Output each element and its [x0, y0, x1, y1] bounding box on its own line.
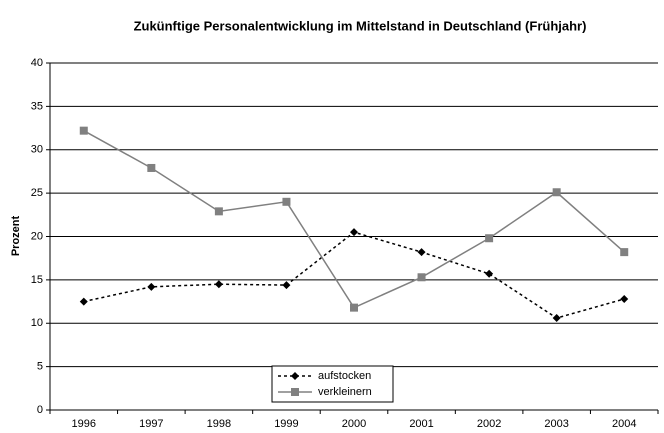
marker: [417, 248, 426, 257]
marker: [79, 126, 88, 135]
x-tick-label: 1999: [274, 418, 298, 430]
y-tick-label: 15: [31, 274, 43, 286]
y-tick-label: 35: [31, 100, 43, 112]
marker: [552, 188, 561, 197]
y-tick-label: 30: [31, 144, 43, 156]
marker: [214, 207, 223, 216]
marker: [282, 281, 291, 290]
y-tick-label: 20: [31, 230, 43, 242]
marker: [620, 294, 629, 303]
y-tick-label: 0: [37, 404, 43, 416]
x-tick-label: 2004: [612, 418, 636, 430]
marker: [350, 303, 358, 312]
marker: [282, 197, 291, 206]
marker: [147, 282, 156, 291]
marker: [620, 248, 629, 257]
x-tick-label: 1997: [139, 418, 163, 430]
marker: [291, 388, 299, 396]
marker: [291, 372, 299, 380]
x-tick-label: 2002: [477, 418, 501, 430]
x-tick-label: 2003: [544, 418, 568, 430]
legend-label: verkleinern: [318, 386, 372, 398]
y-tick-label: 25: [31, 187, 43, 199]
y-axis-label: Prozent: [10, 215, 22, 256]
marker: [79, 297, 88, 306]
series-line: [83, 130, 625, 309]
y-tick-label: 5: [37, 361, 43, 373]
x-tick-label: 2001: [409, 418, 433, 430]
x-tick-label: 1998: [207, 418, 231, 430]
marker: [417, 273, 426, 282]
legend: aufstocken verkleinern: [271, 365, 394, 403]
x-tick-label: 2000: [342, 418, 366, 430]
marker: [214, 280, 223, 289]
y-tick-label: 40: [31, 57, 43, 69]
y-tick-label: 10: [31, 317, 43, 329]
marker: [147, 163, 156, 172]
x-tick-label: 1996: [72, 418, 96, 430]
legend-label: aufstocken: [318, 370, 371, 382]
marker: [485, 234, 494, 243]
marker: [552, 314, 561, 323]
marker: [350, 228, 358, 237]
marker: [485, 269, 494, 278]
chart-title: Zukünftige Personalentwicklung im Mittel…: [134, 18, 587, 33]
